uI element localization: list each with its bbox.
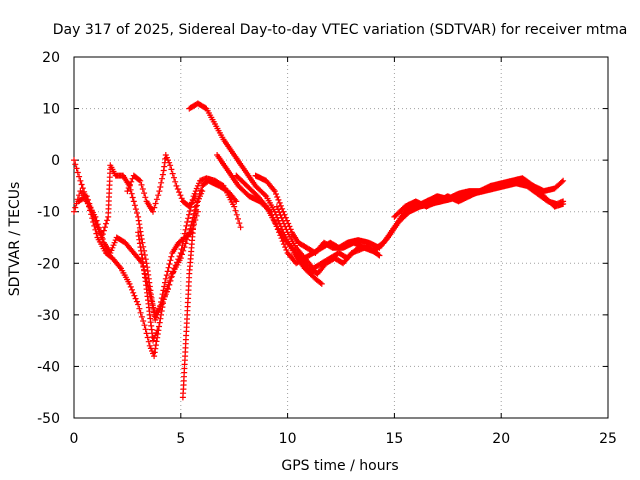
y-tick-label: 20 bbox=[42, 50, 60, 66]
y-tick-label: -20 bbox=[37, 256, 60, 272]
x-tick-label: 5 bbox=[176, 431, 185, 447]
y-axis-label: SDTVAR / TECUs bbox=[7, 182, 23, 297]
plus-markers bbox=[391, 175, 567, 220]
y-tick-label: -30 bbox=[37, 308, 60, 324]
y-ticks: -50 -40 -30 -20 -10 0 10 20 bbox=[37, 50, 608, 427]
y-tick-label: -10 bbox=[37, 205, 60, 221]
x-axis-label: GPS time / hours bbox=[281, 458, 398, 474]
chart-title: Day 317 of 2025, Sidereal Day-to-day VTE… bbox=[53, 22, 628, 38]
y-tick-label: -40 bbox=[37, 359, 60, 375]
y-tick-label: -50 bbox=[37, 411, 60, 427]
x-ticks: 0 5 10 15 20 25 bbox=[70, 57, 617, 447]
x-tick-label: 25 bbox=[599, 431, 617, 447]
axes bbox=[73, 56, 609, 419]
x-tick-label: 0 bbox=[70, 431, 79, 447]
x-tick-label: 20 bbox=[492, 431, 510, 447]
y-tick-label: 10 bbox=[42, 102, 60, 118]
series-track-4 bbox=[124, 152, 199, 215]
plus-markers bbox=[135, 229, 161, 344]
series-track-12 bbox=[391, 175, 567, 220]
x-tick-label: 10 bbox=[279, 431, 297, 447]
plot-frame bbox=[73, 56, 609, 419]
y-tick-label: 0 bbox=[51, 153, 60, 169]
plus-markers bbox=[124, 152, 199, 215]
data-series bbox=[71, 100, 567, 401]
series-track-5 bbox=[135, 229, 161, 344]
plus-markers bbox=[179, 188, 206, 401]
x-tick-label: 15 bbox=[385, 431, 403, 447]
series-track-6 bbox=[179, 188, 206, 401]
